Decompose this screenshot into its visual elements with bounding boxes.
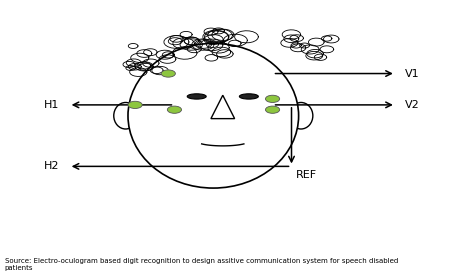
Circle shape	[265, 106, 280, 113]
Text: V2: V2	[405, 100, 420, 110]
Ellipse shape	[128, 43, 299, 188]
Ellipse shape	[114, 102, 137, 129]
Ellipse shape	[239, 94, 258, 99]
Text: REF: REF	[296, 170, 318, 180]
Ellipse shape	[187, 94, 206, 99]
Text: H1: H1	[44, 100, 59, 110]
Polygon shape	[211, 95, 235, 119]
Circle shape	[265, 95, 280, 102]
Text: V1: V1	[405, 68, 420, 79]
Ellipse shape	[289, 102, 313, 129]
Circle shape	[167, 106, 182, 113]
Text: Source: Electro-oculogram based digit recognition to design assitive communicati: Source: Electro-oculogram based digit re…	[5, 258, 398, 271]
Circle shape	[128, 101, 142, 109]
Circle shape	[161, 70, 175, 77]
Text: H2: H2	[44, 161, 59, 171]
